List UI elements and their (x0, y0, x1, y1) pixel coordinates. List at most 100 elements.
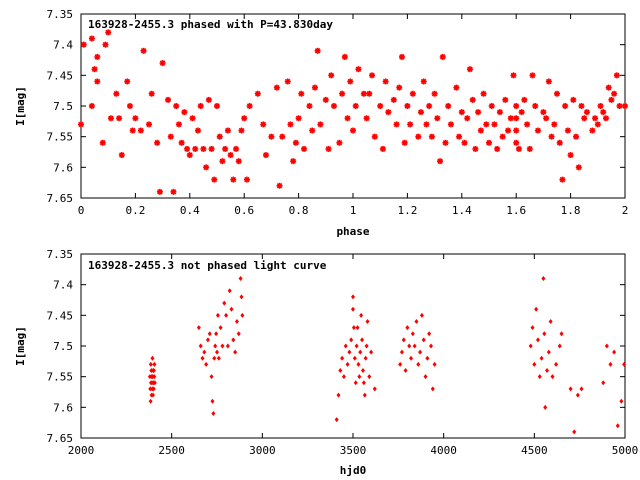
data-point (488, 103, 495, 109)
data-point (496, 109, 503, 116)
data-point (107, 115, 114, 122)
data-point-stroke (382, 78, 389, 85)
data-point (216, 355, 221, 361)
data-point (425, 355, 430, 361)
data-point (616, 103, 623, 109)
data-point (287, 121, 294, 128)
data-point (469, 96, 476, 103)
data-point-stroke (548, 133, 555, 140)
data-point (403, 368, 408, 374)
data-point-stroke (230, 176, 237, 183)
data-point (464, 115, 471, 122)
data-point (396, 84, 403, 91)
data-point (150, 392, 155, 398)
data-point-stroke (407, 121, 413, 128)
data-point-stroke (475, 109, 481, 115)
data-point-stroke (176, 121, 182, 128)
data-point (99, 139, 106, 146)
data-point (204, 361, 209, 367)
data-point-stroke (578, 103, 585, 109)
data-point-stroke (453, 84, 460, 91)
x-tick-label: 0.4 (180, 204, 200, 217)
data-point (234, 318, 239, 324)
data-point (543, 404, 548, 410)
data-point (532, 361, 537, 367)
data-point-stroke (211, 176, 218, 183)
data-point-stroke (391, 97, 397, 103)
data-point (545, 368, 550, 374)
data-point (398, 53, 405, 60)
data-point (529, 72, 536, 79)
data-point (568, 386, 573, 392)
data-point (203, 164, 210, 171)
data-point-stroke (505, 127, 511, 134)
x-tick-label: 0 (78, 204, 85, 217)
x-tick-label: 1.6 (506, 204, 526, 217)
data-point-stroke (611, 90, 617, 97)
data-point-stroke (301, 146, 307, 152)
data-point-stroke (287, 121, 294, 128)
data-point-stroke (140, 48, 147, 54)
data-point (385, 109, 392, 116)
data-point-stroke (562, 103, 568, 109)
data-point (197, 103, 204, 109)
data-point-stroke (369, 72, 375, 79)
data-point-stroke (581, 115, 587, 122)
data-point (94, 78, 101, 85)
data-point-stroke (608, 97, 615, 103)
data-point (401, 139, 408, 146)
data-point-stroke (371, 133, 378, 140)
data-point (369, 72, 376, 79)
data-point (601, 380, 606, 386)
data-point (350, 127, 356, 134)
data-point (214, 103, 220, 109)
data-point-stroke (527, 146, 533, 152)
data-point (364, 343, 369, 349)
data-point (314, 47, 321, 54)
data-point (543, 115, 550, 122)
data-point (539, 355, 544, 361)
data-point (423, 121, 430, 128)
data-point-stroke (331, 103, 337, 109)
data-point (156, 188, 163, 195)
data-point (189, 115, 196, 122)
data-point-stroke (138, 127, 144, 134)
data-point (432, 361, 437, 367)
chart-title: 163928-2455.3 not phased light curve (88, 259, 327, 272)
data-point (276, 182, 283, 189)
data-point (181, 109, 188, 116)
data-point (372, 386, 377, 392)
data-point (338, 368, 343, 374)
y-tick-label: 7.45 (47, 309, 74, 322)
data-point-stroke (355, 66, 362, 72)
data-point (260, 121, 267, 128)
data-point-stroke (206, 97, 212, 103)
data-point (233, 349, 238, 355)
data-point (608, 96, 615, 103)
data-point (513, 139, 520, 146)
data-point (178, 139, 185, 146)
data-point-stroke (513, 103, 519, 109)
data-point (554, 90, 560, 97)
data-point-stroke (132, 115, 139, 122)
data-point-stroke (567, 152, 574, 158)
data-point (530, 325, 535, 331)
data-point (461, 139, 468, 146)
data-point (239, 294, 244, 300)
data-point-stroke (246, 103, 253, 109)
data-point (241, 115, 248, 122)
data-point (355, 66, 362, 73)
data-point (213, 343, 218, 349)
data-point-stroke (344, 115, 351, 122)
data-point (238, 276, 243, 282)
data-point (475, 109, 482, 116)
x-tick-label: 1.2 (397, 204, 417, 217)
data-point (513, 127, 520, 134)
data-point (483, 121, 490, 128)
x-tick-label: 2500 (158, 444, 185, 457)
data-point (472, 145, 479, 152)
data-point (186, 152, 193, 159)
data-point-stroke (195, 127, 201, 134)
y-tick-label: 7.6 (53, 161, 73, 174)
data-point (222, 145, 229, 152)
